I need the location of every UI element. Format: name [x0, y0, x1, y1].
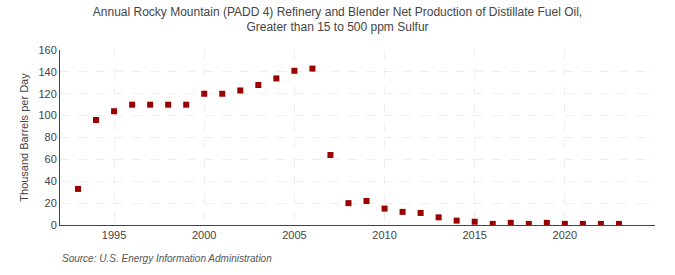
- svg-text:140: 140: [38, 66, 56, 78]
- svg-text:80: 80: [45, 131, 57, 143]
- svg-text:2015: 2015: [462, 229, 486, 241]
- svg-text:2000: 2000: [192, 229, 216, 241]
- svg-text:Source: U.S. Energy Informatio: Source: U.S. Energy Information Administ…: [62, 253, 272, 264]
- svg-text:2010: 2010: [372, 229, 396, 241]
- svg-text:120: 120: [38, 88, 56, 100]
- svg-text:40: 40: [45, 175, 57, 187]
- svg-text:Thousand Barrels per Day: Thousand Barrels per Day: [18, 73, 30, 202]
- svg-text:0: 0: [51, 219, 57, 231]
- svg-text:2005: 2005: [282, 229, 306, 241]
- svg-text:Annual Rocky Mountain (PADD 4): Annual Rocky Mountain (PADD 4) Refinery …: [93, 5, 582, 35]
- svg-text:1995: 1995: [102, 229, 126, 241]
- svg-text:160: 160: [38, 44, 56, 56]
- svg-text:60: 60: [45, 153, 57, 165]
- svg-text:20: 20: [45, 197, 57, 209]
- svg-text:2020: 2020: [553, 229, 577, 241]
- svg-text:100: 100: [38, 109, 56, 121]
